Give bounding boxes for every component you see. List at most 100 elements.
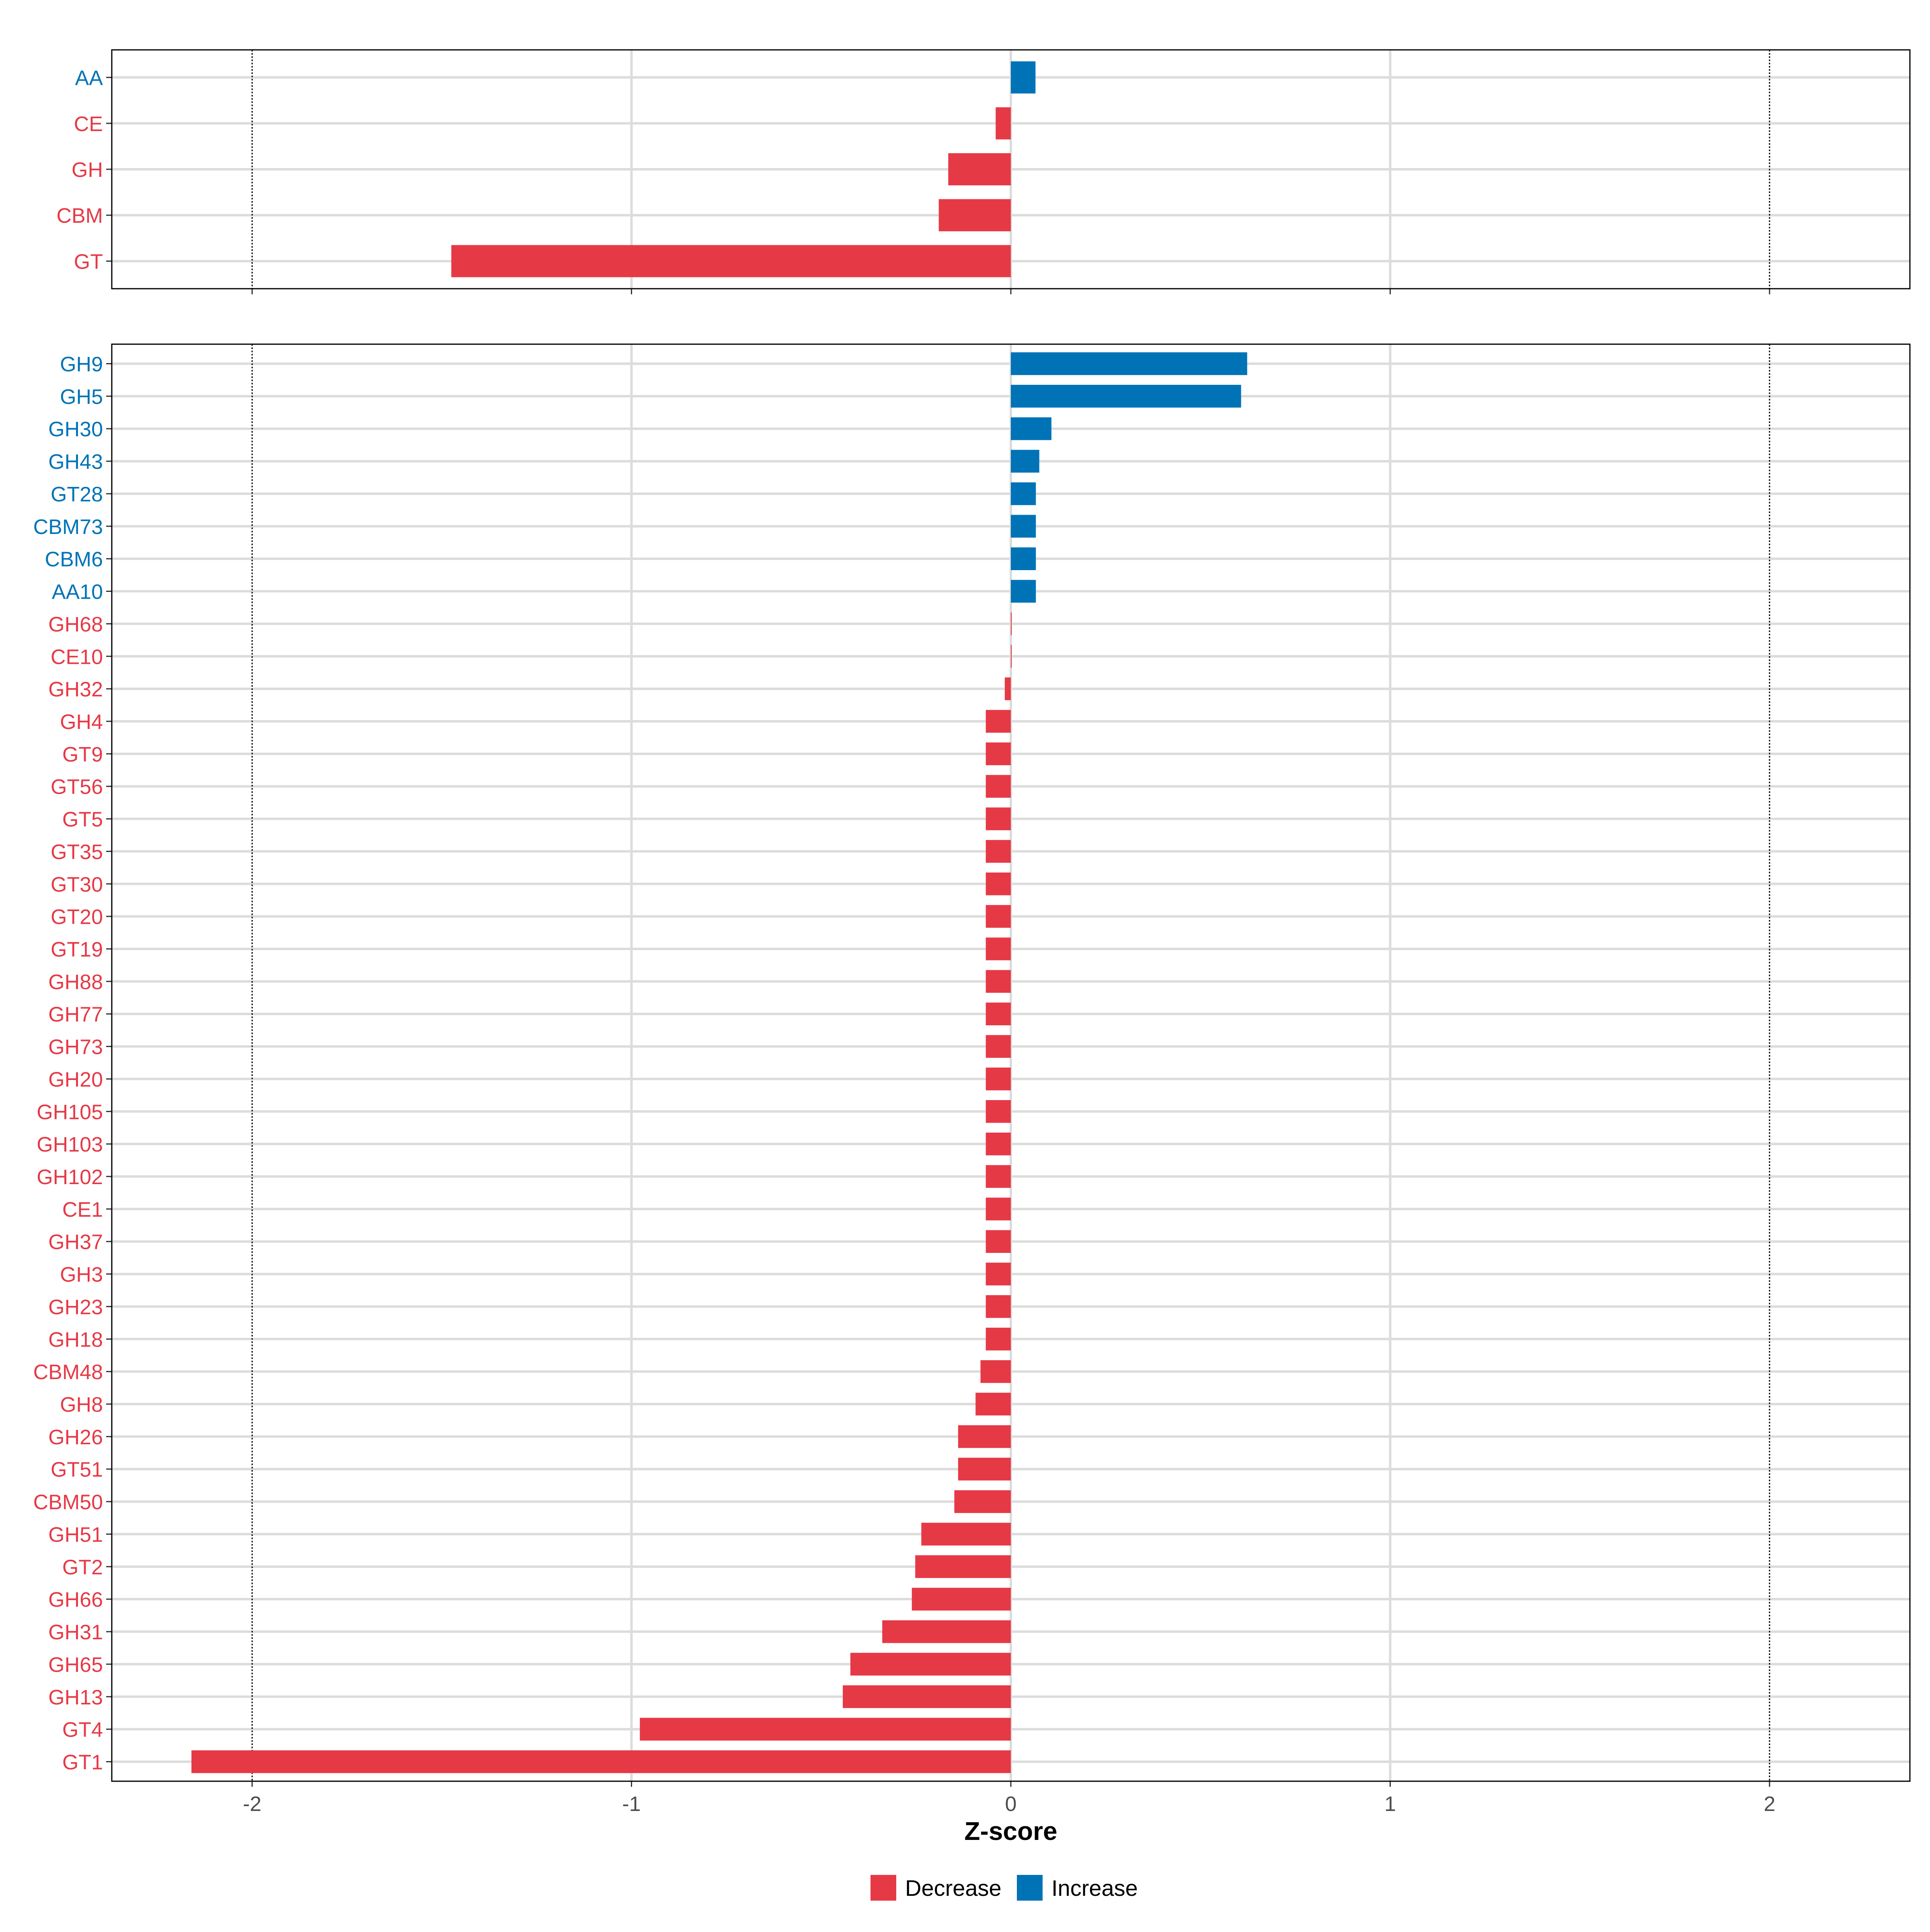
bar-gh23	[986, 1295, 1011, 1318]
y-tick-label: GH23	[48, 1296, 103, 1319]
x-tick-label: -1	[622, 1792, 641, 1816]
y-tick-label: GH77	[48, 1003, 103, 1027]
bar-gh4	[986, 710, 1011, 733]
legend-swatch	[1017, 1875, 1043, 1901]
bar-gt30	[986, 872, 1011, 895]
panels-layer: AA CE GH CBM GT GH9 GH5 GH30 GH43 GT28 CBM73 CBM6 AA…	[33, 49, 1911, 1787]
bar-gh9	[1011, 352, 1247, 375]
bar-gh13	[843, 1685, 1011, 1708]
y-tick-label: GH31	[48, 1621, 103, 1644]
bar-gh51	[921, 1523, 1011, 1546]
y-tick-label: GH8	[60, 1393, 103, 1417]
bar-gh30	[1011, 417, 1051, 440]
y-tick-label: GH105	[37, 1100, 103, 1124]
y-tick-label: GT19	[51, 938, 103, 961]
y-tick-label: CBM6	[45, 548, 103, 571]
bar-gt4	[640, 1718, 1011, 1741]
y-tick-label: GH	[72, 158, 103, 182]
x-tick-label: -2	[243, 1792, 261, 1816]
bar-cbm50	[954, 1490, 1011, 1513]
y-tick-label: GH9	[60, 353, 103, 376]
legend-item-increase: Increase	[1017, 1875, 1138, 1901]
bar-gt56	[986, 775, 1011, 798]
y-tick-label: GH30	[48, 418, 103, 441]
x-tick-label: 2	[1764, 1792, 1775, 1816]
y-tick-label: GH20	[48, 1068, 103, 1091]
bar-cbm6	[1011, 547, 1036, 570]
y-tick-label: GT4	[62, 1718, 103, 1742]
y-tick-label: GH3	[60, 1263, 103, 1287]
y-tick-label: GH102	[37, 1166, 103, 1189]
bar-gh103	[986, 1132, 1011, 1156]
y-tick-label: GH73	[48, 1036, 103, 1059]
bar-gh105	[986, 1100, 1011, 1123]
y-tick-label: CBM73	[33, 515, 103, 539]
legend-label: Decrease	[905, 1875, 1002, 1901]
y-tick-label: GH4	[60, 710, 103, 734]
panel-class: AA CE GH CBM GT	[56, 49, 1911, 294]
bar-gt20	[986, 905, 1011, 928]
y-tick-label: GT30	[51, 873, 103, 896]
y-tick-label: GT20	[51, 905, 103, 929]
y-tick-label: GT5	[62, 808, 103, 832]
y-tick-label: GT28	[51, 483, 103, 506]
y-tick-label: GH88	[48, 971, 103, 994]
bar-gh102	[986, 1165, 1011, 1188]
bar-gh68	[1011, 612, 1012, 635]
y-tick-label: GH51	[48, 1523, 103, 1546]
bar-gh8	[975, 1392, 1011, 1416]
y-tick-label: GH13	[48, 1686, 103, 1709]
y-tick-label: GT9	[62, 743, 103, 766]
bar-gt19	[986, 937, 1011, 961]
y-tick-label: GH65	[48, 1653, 103, 1677]
bar-gh73	[986, 1035, 1011, 1058]
bar-gh31	[882, 1620, 1011, 1643]
bar-cbm48	[980, 1360, 1011, 1383]
legend: Decrease Increase	[871, 1875, 1138, 1901]
x-tick-label: 1	[1384, 1792, 1396, 1816]
bar-aa10	[1011, 580, 1036, 603]
y-tick-label: CBM48	[33, 1361, 103, 1384]
bar-gt35	[986, 840, 1011, 863]
y-tick-label: GH26	[48, 1426, 103, 1449]
bar-gh26	[958, 1425, 1011, 1448]
y-tick-label: GH43	[48, 450, 103, 474]
bar-gh66	[912, 1587, 1011, 1611]
y-tick-label: GT	[74, 250, 103, 273]
bar-gh3	[986, 1263, 1011, 1285]
legend-item-decrease: Decrease	[871, 1875, 1002, 1901]
y-tick-label: GT1	[62, 1751, 103, 1774]
bar-aa	[1011, 61, 1036, 94]
bar-gh32	[1004, 677, 1011, 700]
y-tick-label: CE	[74, 113, 103, 136]
y-tick-label: GT35	[51, 840, 103, 864]
bar-gh65	[850, 1653, 1011, 1676]
bar-gh18	[986, 1328, 1011, 1351]
bar-gt51	[958, 1458, 1011, 1481]
y-tick-label: CE10	[51, 645, 103, 669]
panel-border	[111, 343, 1911, 1782]
legend-label: Increase	[1051, 1875, 1138, 1901]
bar-gt5	[986, 807, 1011, 830]
bar-gt1	[191, 1750, 1011, 1773]
y-tick-label: GH37	[48, 1231, 103, 1254]
y-tick-label: GH32	[48, 678, 103, 701]
y-tick-label: CE1	[62, 1198, 103, 1222]
bar-gh37	[986, 1230, 1011, 1253]
y-tick-label: GH18	[48, 1328, 103, 1351]
panel-family: GH9 GH5 GH30 GH43 GT28 CBM73 CBM6 AA10 GH68 CE10 G…	[33, 343, 1911, 1787]
y-tick-label: GT2	[62, 1556, 103, 1579]
x-tick-label: 0	[1005, 1792, 1017, 1816]
bar-gh5	[1011, 385, 1241, 408]
bar-ce10	[1011, 645, 1012, 668]
y-tick-label: GH5	[60, 385, 103, 409]
y-tick-label: GT56	[51, 776, 103, 799]
y-tick-label: GT51	[51, 1458, 103, 1482]
y-tick-label: GH103	[37, 1133, 103, 1156]
bar-gh88	[986, 970, 1011, 993]
bar-ce	[996, 107, 1011, 140]
panel-border	[111, 49, 1911, 289]
bar-gt2	[915, 1555, 1011, 1578]
bar-gt9	[986, 742, 1011, 766]
